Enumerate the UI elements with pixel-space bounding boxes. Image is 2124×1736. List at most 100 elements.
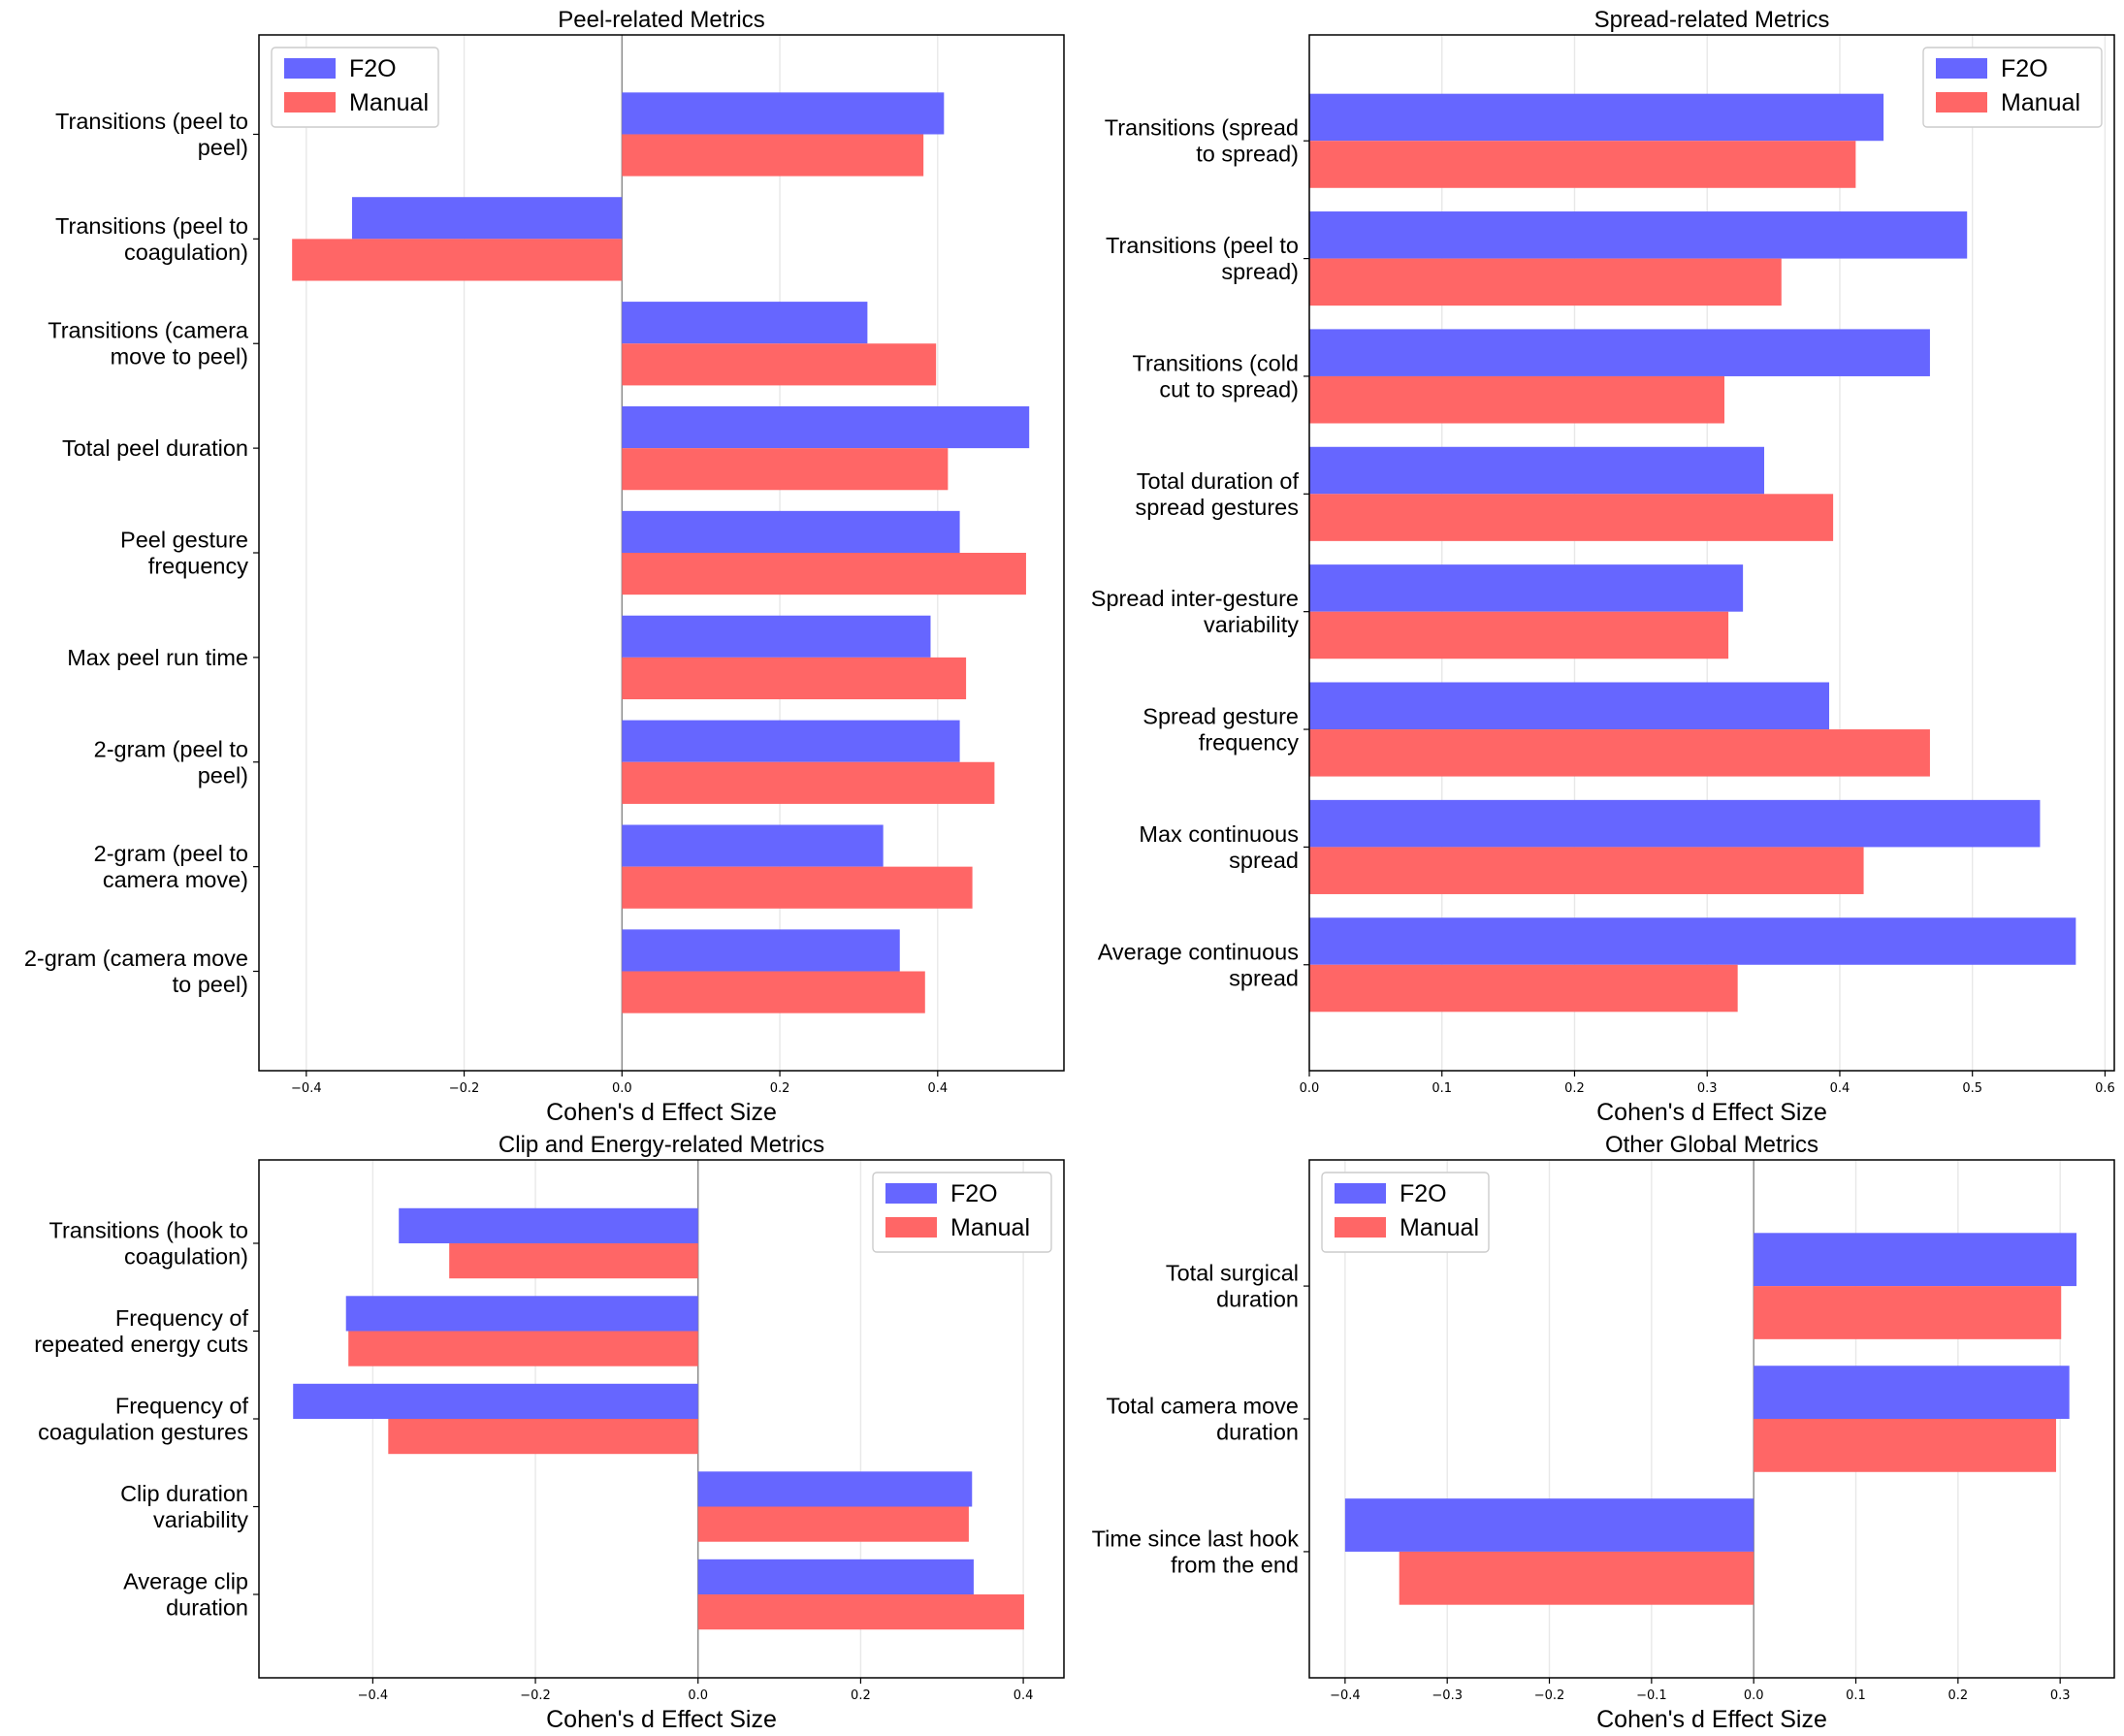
x-tick-label-4: 0.4: [1014, 1688, 1034, 1703]
legend-swatch-manual: [284, 92, 336, 113]
legend-label-f2o: F2O: [2001, 55, 2048, 82]
bar-manual-7: [1309, 964, 1738, 1013]
legend-label-f2o: F2O: [349, 55, 397, 82]
x-tick-label-1: −0.2: [520, 1688, 551, 1703]
chart-title: Clip and Energy-related Metrics: [499, 1132, 824, 1158]
category-label-4-line-0: Average clip: [123, 1569, 248, 1594]
legend-label-manual: Manual: [349, 89, 429, 116]
x-tick-label-0: 0.0: [1300, 1081, 1320, 1096]
category-label-1-line-1: spread): [1221, 259, 1299, 284]
category-label-6-line-0: 2-gram (peel to: [94, 736, 248, 761]
category-label-6-line-1: spread: [1229, 848, 1299, 873]
chart-title: Spread-related Metrics: [1594, 7, 1830, 33]
category-label-2-line-1: from the end: [1171, 1552, 1299, 1577]
x-tick-label-6: 0.6: [2095, 1081, 2115, 1096]
bar-manual-3: [622, 448, 949, 491]
x-axis-label: Cohen's d Effect Size: [1596, 1706, 1827, 1733]
category-label-1-line-0: Transitions (peel to: [1106, 233, 1299, 258]
x-tick-label-6: 0.2: [1948, 1688, 1969, 1703]
category-label-7-line-1: camera move): [103, 867, 248, 892]
category-label-5: Max peel run time: [67, 645, 248, 670]
bar-f2o-5: [1309, 682, 1830, 730]
bar-f2o-2: [622, 302, 868, 344]
x-tick-label-0: −0.4: [1330, 1688, 1361, 1703]
x-tick-label-3: 0.2: [770, 1081, 790, 1096]
category-label-0-line-0: Transitions (spread: [1105, 115, 1299, 141]
bar-f2o-3: [697, 1471, 973, 1507]
category-label-4-line-1: variability: [1204, 612, 1299, 637]
category-label-3-line-1: spread gestures: [1135, 495, 1299, 520]
legend: F2O Manual: [271, 47, 439, 128]
category-label-4-line-0: Spread inter-gesture: [1091, 586, 1299, 611]
bar-f2o-1: [1754, 1366, 2070, 1419]
category-label-1-line-1: duration: [1216, 1420, 1299, 1445]
x-tick-label-7: 0.3: [2050, 1688, 2071, 1703]
category-label-4-line-1: frequency: [148, 554, 248, 579]
legend-label-manual: Manual: [950, 1214, 1030, 1241]
category-label-0-line-1: to spread): [1196, 142, 1299, 167]
bar-f2o-3: [1309, 446, 1765, 495]
legend-swatch-manual: [1335, 1217, 1386, 1238]
bar-f2o-4: [1309, 564, 1744, 612]
x-tick-label-1: 0.1: [1432, 1081, 1452, 1096]
category-label-0-line-1: peel): [198, 135, 248, 160]
bar-f2o-4: [697, 1559, 974, 1595]
category-label-6-line-1: peel): [198, 762, 248, 788]
bar-manual-7: [622, 866, 973, 909]
bar-manual-0: [1754, 1286, 2062, 1339]
bar-manual-1: [1754, 1419, 2056, 1472]
bar-f2o-0: [1309, 93, 1884, 142]
category-label-0-line-1: duration: [1216, 1287, 1299, 1312]
bar-manual-1: [292, 239, 623, 281]
category-label-7-line-0: Average continuous: [1098, 939, 1299, 964]
legend: F2O Manual: [1922, 47, 2103, 128]
bar-manual-5: [1309, 729, 1930, 777]
bar-f2o-1: [345, 1296, 698, 1332]
x-tick-label-2: −0.2: [1534, 1688, 1565, 1703]
bar-manual-6: [622, 761, 995, 804]
x-tick-label-3: 0.2: [851, 1688, 871, 1703]
x-tick-label-0: −0.4: [291, 1081, 322, 1096]
category-label-3: Total peel duration: [62, 435, 248, 461]
x-tick-label-2: 0.0: [612, 1081, 632, 1096]
category-label-3-line-1: variability: [153, 1507, 248, 1532]
x-tick-label-4: 0.4: [1830, 1081, 1850, 1096]
bar-manual-4: [697, 1594, 1024, 1630]
bar-f2o-0: [399, 1207, 698, 1243]
legend-swatch-manual: [885, 1217, 937, 1238]
bar-manual-1: [1309, 258, 1782, 306]
category-label-1-line-0: Frequency of: [115, 1305, 249, 1331]
category-label-1-line-0: Transitions (peel to: [55, 213, 248, 239]
bar-manual-2: [1399, 1551, 1754, 1605]
bar-f2o-6: [1309, 799, 2041, 848]
legend-label-manual: Manual: [1400, 1214, 1479, 1241]
bar-f2o-2: [1344, 1498, 1754, 1552]
category-label-2-line-1: coagulation gestures: [38, 1420, 248, 1445]
bar-f2o-1: [352, 197, 623, 240]
legend-swatch-f2o: [885, 1183, 937, 1204]
category-label-2-line-0: Transitions (camera: [48, 318, 249, 343]
x-axis-label: Cohen's d Effect Size: [546, 1099, 777, 1126]
bar-manual-2: [622, 343, 937, 386]
category-label-2-line-1: cut to spread): [1159, 376, 1299, 402]
bar-f2o-1: [1309, 211, 1968, 259]
category-label-3-line-0: Clip duration: [120, 1481, 248, 1506]
bar-manual-4: [1309, 611, 1729, 659]
panel-other-global-metrics: −0.4 −0.3 −0.2 −0.1 0.0 0.1 0.2 0.3 Total surgic…: [1092, 1132, 2115, 1733]
x-axis-label: Cohen's d Effect Size: [546, 1706, 777, 1733]
legend: F2O Manual: [872, 1172, 1052, 1253]
bar-f2o-3: [622, 405, 1030, 449]
x-tick-label-5: 0.1: [1846, 1688, 1866, 1703]
category-label-2-line-0: Time since last hook: [1092, 1526, 1300, 1551]
legend: F2O Manual: [1321, 1172, 1490, 1253]
bar-f2o-0: [622, 92, 945, 135]
bar-manual-3: [697, 1506, 969, 1542]
bar-manual-6: [1309, 847, 1864, 894]
bar-manual-3: [1309, 494, 1834, 541]
category-label-2-line-1: move to peel): [111, 344, 248, 370]
bar-f2o-8: [622, 929, 900, 972]
category-label-0-line-0: Transitions (hook to: [49, 1217, 249, 1242]
bar-manual-5: [622, 657, 967, 700]
x-tick-label-3: −0.1: [1636, 1688, 1667, 1703]
